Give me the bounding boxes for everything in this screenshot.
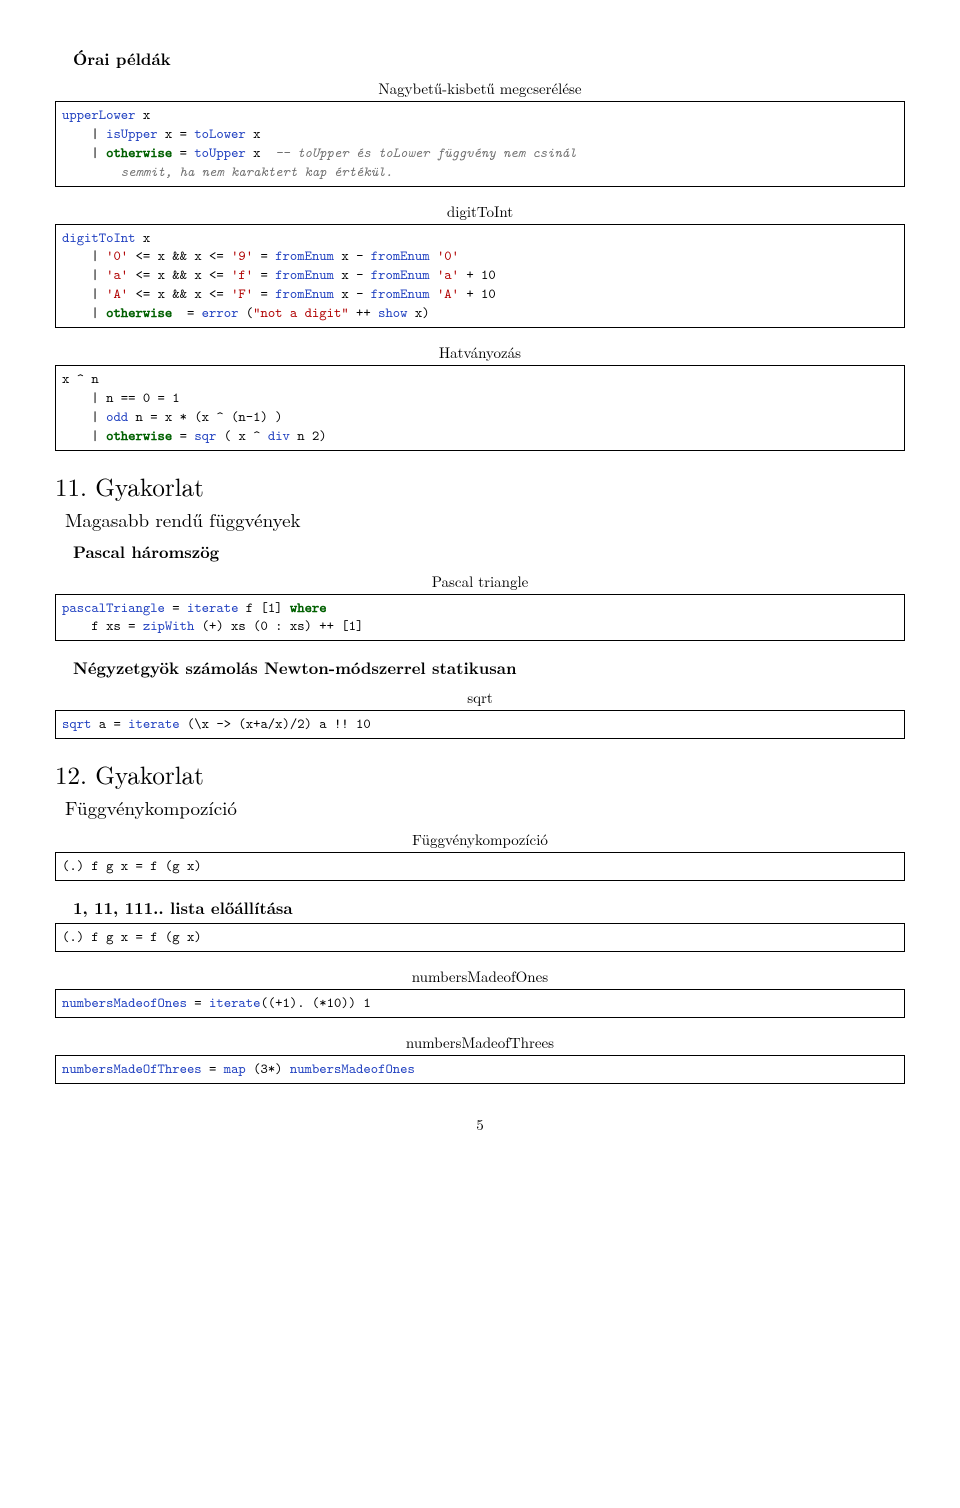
section-examples-title: Órai példák: [73, 46, 905, 70]
code-upperlower: upperLower x | isUpper x = toLower x | o…: [55, 101, 905, 187]
code-compose-2: (.) f g x = f (g x): [55, 923, 905, 952]
page-number: 5: [55, 1114, 905, 1135]
code-sqrt: sqrt a = iterate (\x -> (x+a/x)/2) a !! …: [55, 710, 905, 739]
snippet-power: Hatványozás x ^ n | n == 0 = 1 | odd n =…: [55, 342, 905, 451]
code-pascal: pascalTriangle = iterate f [1] where f x…: [55, 594, 905, 642]
caption-upperlower: Nagybetű-kisbetű megcserélése: [55, 78, 905, 99]
ones-title: 1, 11, 111.. lista előállítása: [73, 895, 905, 919]
code-ones: numbersMadeofOnes = iterate((+1). (*10))…: [55, 989, 905, 1018]
section-12-sub: Függvénykompozíció: [65, 794, 905, 821]
code-threes: numbersMadeOfThrees = map (3*) numbersMa…: [55, 1055, 905, 1084]
code-compose: (.) f g x = f (g x): [55, 852, 905, 881]
snippet-upperlower: Nagybetű-kisbetű megcserélése upperLower…: [55, 78, 905, 187]
pascal-title: Pascal háromszög: [73, 539, 905, 563]
section-11-sub: Magasabb rendű függvények: [65, 506, 905, 533]
caption-ones: numbersMadeofOnes: [55, 966, 905, 987]
caption-pascal: Pascal triangle: [55, 571, 905, 592]
caption-threes: numbersMadeofThrees: [55, 1032, 905, 1053]
section-11-title: 11. Gyakorlat: [55, 469, 905, 504]
section-12-title: 12. Gyakorlat: [55, 757, 905, 792]
code-power: x ^ n | n == 0 = 1 | odd n = x * (x ^ (n…: [55, 365, 905, 451]
caption-digittoint: digitToInt: [55, 201, 905, 222]
snippet-digittoint: digitToInt digitToInt x | '0' <= x && x …: [55, 201, 905, 328]
caption-compose: Függvénykompozíció: [55, 829, 905, 850]
caption-sqrt: sqrt: [55, 687, 905, 708]
newton-title: Négyzetgyök számolás Newton-módszerrel s…: [73, 655, 905, 679]
code-digittoint: digitToInt x | '0' <= x && x <= '9' = fr…: [55, 224, 905, 328]
caption-power: Hatványozás: [55, 342, 905, 363]
